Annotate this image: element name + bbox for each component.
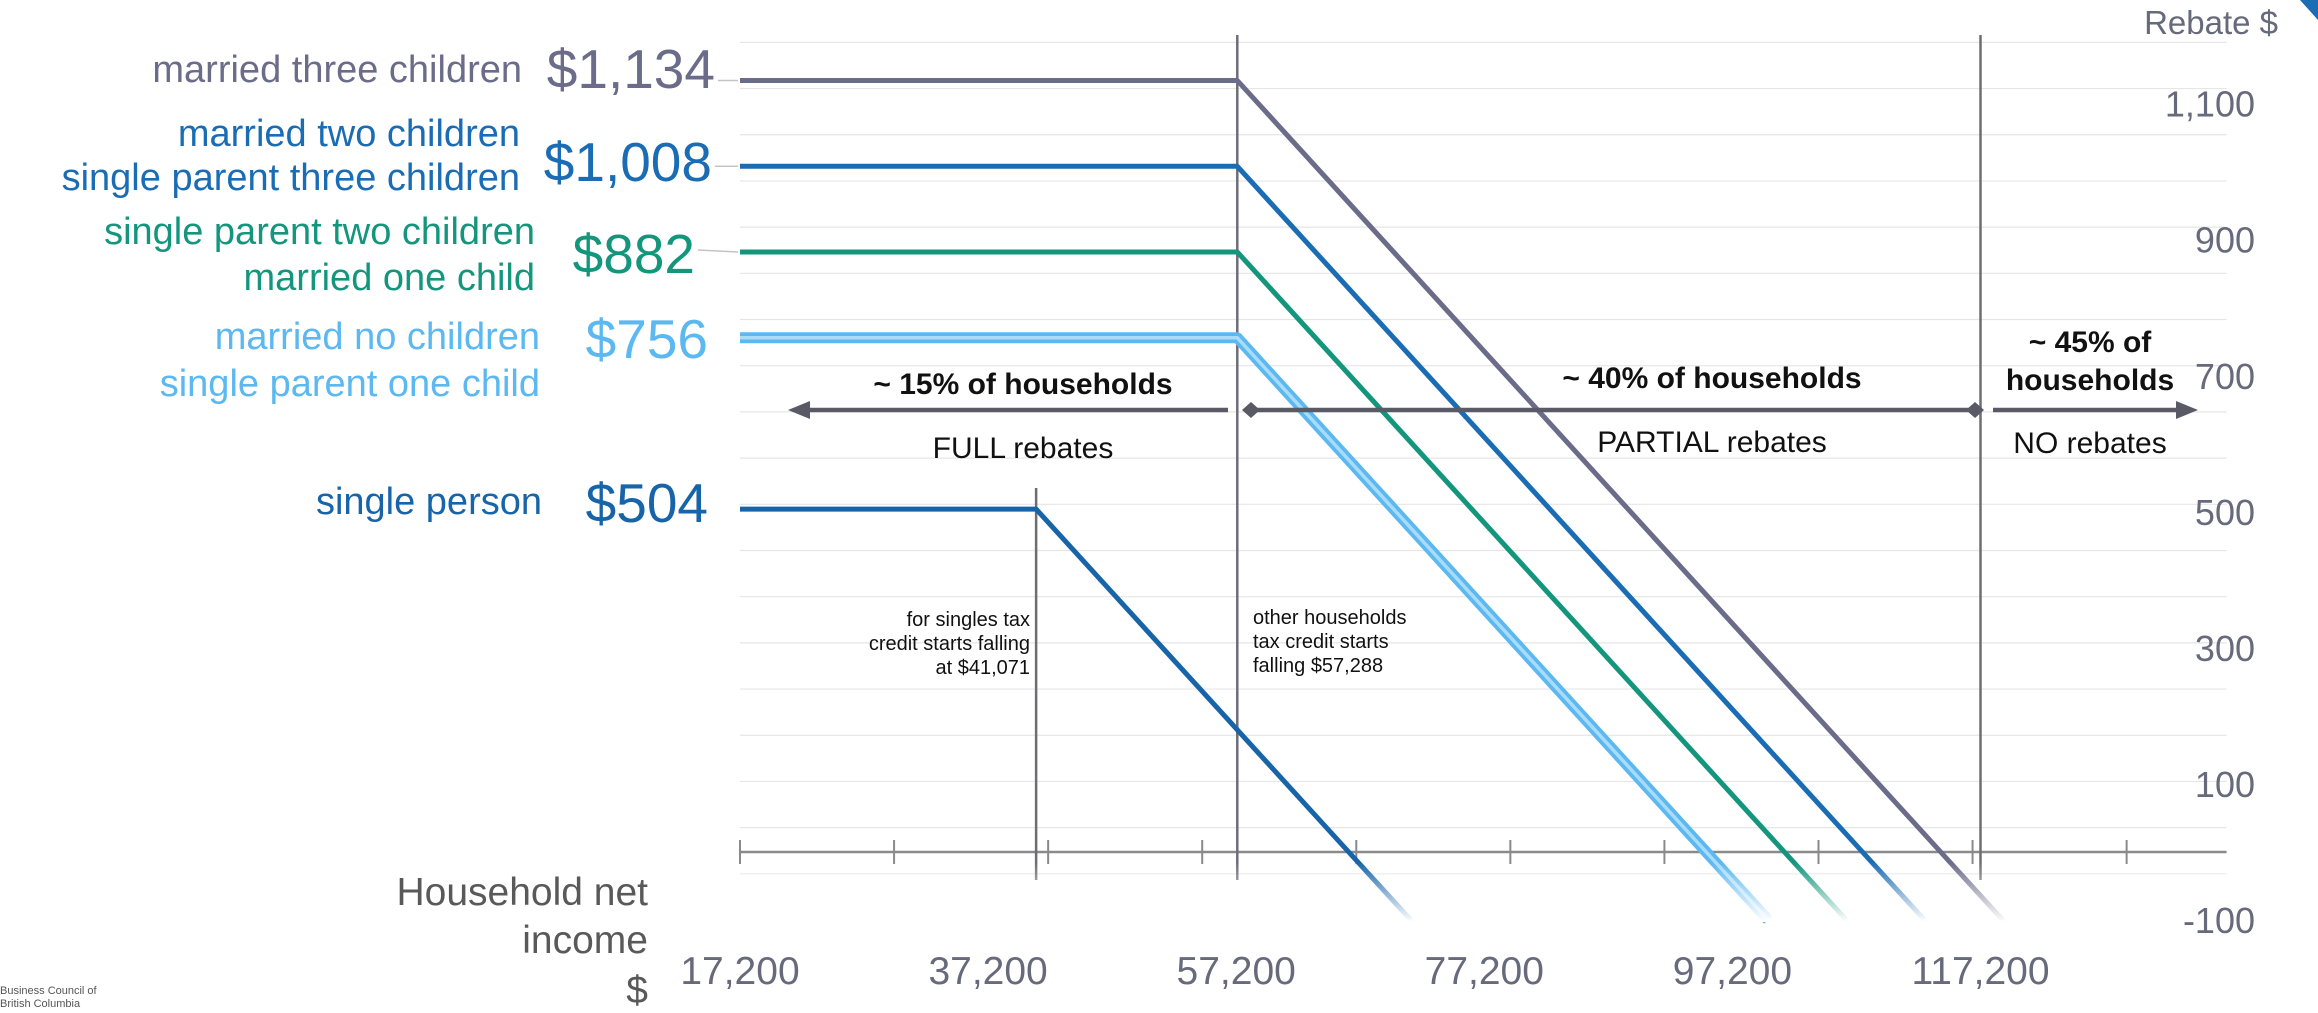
series-value-label: $882: [573, 223, 695, 285]
others-note-line: falling $57,288: [1253, 655, 1383, 677]
grid-lines: [740, 41, 2227, 921]
singles-note-line: credit starts falling: [869, 633, 1030, 655]
series-name-label: married one child: [244, 257, 535, 299]
y-tick-label: 700: [2195, 356, 2255, 397]
arrow-head: [788, 401, 810, 419]
x-axis-title: Household net income $: [396, 871, 648, 1012]
y-tick-label: 300: [2195, 628, 2255, 669]
logo-line-1: Business Council of: [0, 985, 98, 997]
arrow-head: [2176, 401, 2198, 419]
region-title: ~ 45% of: [2029, 326, 2153, 359]
y-tick-label: -100: [2183, 900, 2255, 941]
y-tick-label: 500: [2195, 492, 2255, 533]
y-axis-title: Rebate $: [2144, 4, 2278, 41]
region-subtitle: PARTIAL rebates: [1597, 426, 1827, 459]
series-value-label: $1,134: [547, 38, 715, 100]
series-name-label: single parent three children: [62, 157, 520, 199]
x-axis-title-line: $: [626, 969, 648, 1012]
series-name-label: single person: [316, 481, 542, 523]
x-tick-label: 37,200: [928, 950, 1047, 993]
series-labels: married three children $1,134 married two …: [62, 38, 739, 534]
series-line: [740, 506, 1413, 922]
x-axis-title-line: income: [522, 919, 648, 962]
region-subtitle: FULL rebates: [933, 432, 1114, 465]
arrow-diamond: [1966, 402, 1984, 418]
bottom-fade: [730, 862, 2250, 922]
x-tick-label: 57,200: [1177, 950, 1296, 993]
series-value-label: $1,008: [544, 131, 712, 193]
x-tick-label: 117,200: [1911, 950, 2049, 993]
series-line: [740, 78, 2005, 922]
series-value-label: $504: [586, 472, 708, 534]
region-title: households: [2006, 364, 2174, 397]
series-name-label: married no children: [215, 316, 540, 358]
series-lines: [740, 78, 2005, 924]
x-tick-label: 97,200: [1673, 950, 1792, 993]
series-name-label: married two children: [178, 113, 520, 155]
region-subtitle: NO rebates: [2013, 427, 2166, 460]
y-tick-label: 1,100: [2165, 84, 2255, 125]
y-tick-label: 100: [2195, 764, 2255, 805]
singles-note-line: at $41,071: [935, 657, 1030, 679]
series-name-label: single parent two children: [104, 211, 535, 253]
household-regions: ~ 15% of households FULL rebates ~ 40% of …: [788, 326, 2198, 465]
leader-line: [697, 249, 739, 253]
singles-note-line: for singles tax: [907, 609, 1030, 631]
x-axis-title-line: Household net: [396, 871, 648, 914]
y-axis: 1,100 900 700 500 300 100 -100: [2165, 84, 2255, 941]
series-value-label: $756: [586, 308, 708, 370]
others-note-line: other households: [1253, 607, 1406, 629]
corner-accent: [2300, 0, 2318, 20]
x-tick-label: 77,200: [1425, 950, 1544, 993]
others-note-line: tax credit starts: [1253, 631, 1389, 653]
series-name-label: married three children: [152, 49, 522, 91]
x-tick-labels: 17,200 37,200 57,200 77,200 97,200 117,200: [680, 950, 2049, 993]
region-title: ~ 40% of households: [1562, 362, 1861, 395]
y-tick-label: 900: [2195, 220, 2255, 261]
series-line: [740, 163, 1927, 922]
logo-line-2: British Columbia: [0, 998, 81, 1010]
region-title: ~ 15% of households: [873, 368, 1172, 401]
series-name-label: single parent one child: [160, 363, 540, 405]
arrow-diamond: [1242, 402, 1260, 418]
x-tick-label: 17,200: [680, 950, 799, 993]
x-axis: [739, 840, 2227, 864]
threshold-lines: [1034, 35, 1982, 880]
